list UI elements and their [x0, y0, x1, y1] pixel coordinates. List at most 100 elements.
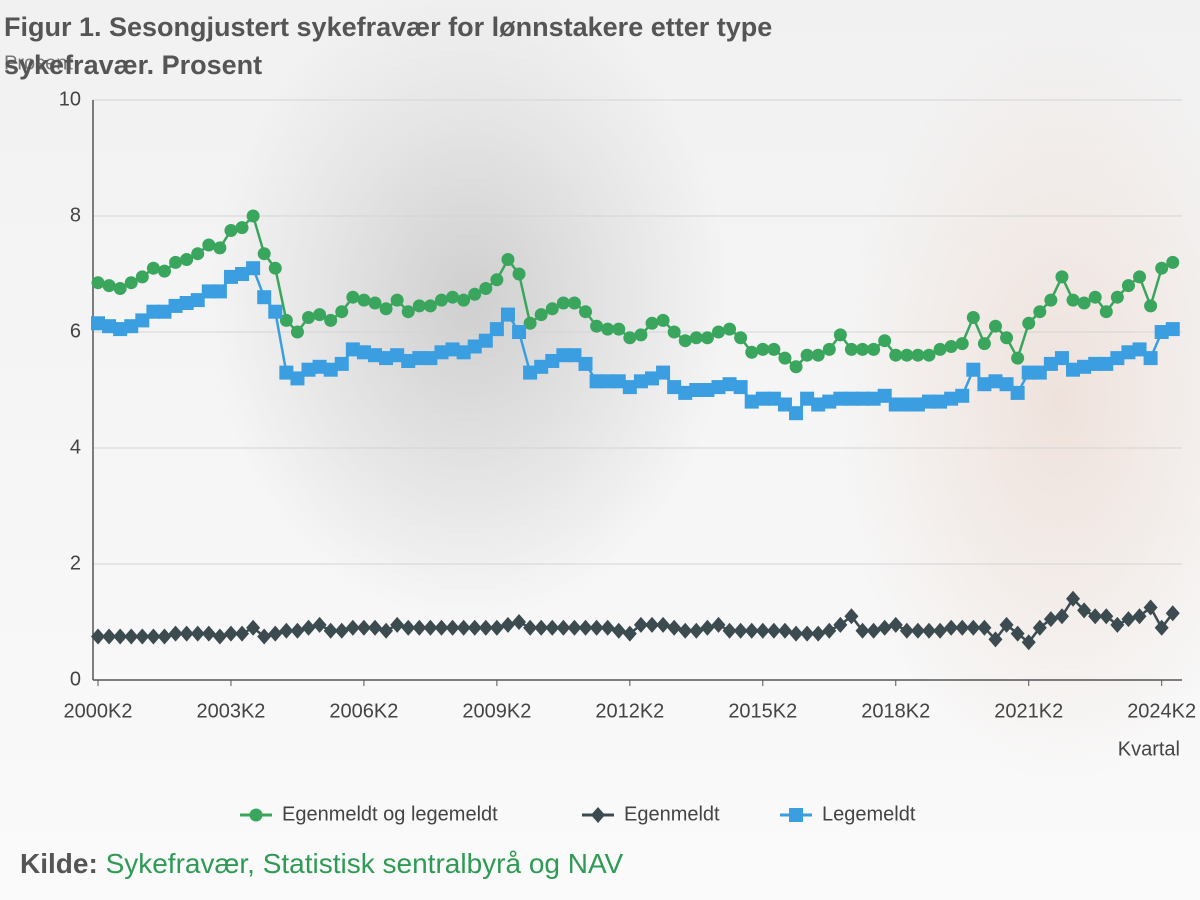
- point: [977, 337, 991, 351]
- point: [191, 247, 205, 261]
- point: [102, 319, 117, 334]
- point: [567, 348, 582, 363]
- point: [600, 374, 615, 389]
- point: [910, 622, 925, 639]
- point: [257, 290, 272, 305]
- point: [1043, 611, 1058, 628]
- point: [689, 622, 704, 639]
- point: [534, 359, 549, 374]
- point: [500, 307, 515, 322]
- x-tick-label: 2024K2: [1127, 700, 1196, 722]
- point: [844, 342, 858, 356]
- point: [523, 365, 538, 380]
- point: [423, 619, 438, 636]
- point: [523, 316, 537, 330]
- point: [1010, 385, 1025, 400]
- point: [201, 625, 216, 642]
- point: [135, 313, 150, 328]
- point: [467, 619, 482, 636]
- point: [534, 308, 548, 322]
- point: [866, 622, 881, 639]
- point: [489, 619, 504, 636]
- point: [312, 359, 327, 374]
- point: [1044, 293, 1058, 307]
- point: [312, 616, 327, 633]
- x-tick-label: 2021K2: [994, 700, 1063, 722]
- point: [1043, 356, 1058, 371]
- point: [401, 619, 416, 636]
- point: [345, 619, 360, 636]
- point: [412, 619, 427, 636]
- point: [889, 348, 903, 362]
- point: [1166, 255, 1180, 269]
- point: [246, 209, 260, 223]
- point: [778, 351, 792, 365]
- point: [468, 287, 482, 301]
- source: Kilde: Sykefravær, Statistisk sentralbyr…: [20, 848, 623, 880]
- point: [645, 316, 659, 330]
- point: [500, 616, 515, 633]
- point: [822, 394, 837, 409]
- point: [102, 628, 117, 645]
- point: [434, 619, 449, 636]
- point: [888, 616, 903, 633]
- point: [412, 351, 427, 366]
- point: [922, 394, 936, 409]
- point: [1143, 599, 1158, 616]
- point: [590, 319, 604, 333]
- point: [501, 253, 515, 266]
- point: [633, 374, 648, 389]
- point: [1165, 322, 1180, 337]
- point: [512, 267, 526, 281]
- point: [423, 351, 438, 366]
- point: [888, 397, 903, 412]
- point: [734, 331, 748, 345]
- point: [600, 619, 615, 636]
- point: [445, 619, 460, 636]
- y-tick-label: 4: [70, 436, 81, 458]
- point: [633, 616, 648, 633]
- point: [235, 625, 250, 642]
- point: [368, 296, 382, 310]
- point: [1054, 608, 1069, 625]
- source-text: Sykefravær, Statistisk sentralbyrå og NA…: [105, 848, 624, 879]
- point: [1011, 351, 1025, 365]
- point: [856, 342, 870, 356]
- y-tick-label: 6: [70, 320, 81, 342]
- point: [1099, 356, 1114, 371]
- point: [766, 391, 781, 406]
- point: [202, 238, 216, 252]
- point: [689, 331, 703, 345]
- point: [733, 380, 748, 395]
- point: [190, 625, 205, 642]
- point: [766, 622, 781, 639]
- point: [578, 356, 593, 371]
- legend-marker: [249, 808, 263, 822]
- x-tick-label: 2006K2: [329, 700, 398, 722]
- point: [179, 625, 194, 642]
- point: [368, 348, 382, 363]
- point: [1110, 290, 1124, 304]
- point: [446, 290, 460, 304]
- point: [356, 345, 371, 360]
- point: [290, 622, 305, 639]
- point: [268, 304, 283, 319]
- point: [811, 397, 826, 412]
- point: [313, 308, 327, 322]
- point: [357, 293, 371, 307]
- point: [91, 276, 105, 290]
- point: [789, 406, 804, 421]
- point: [323, 362, 338, 377]
- point: [944, 391, 959, 406]
- point: [545, 354, 560, 368]
- source-label: Kilde:: [20, 848, 98, 879]
- point: [146, 628, 161, 645]
- point: [1132, 608, 1147, 625]
- point: [744, 622, 759, 639]
- point: [168, 625, 183, 642]
- point: [1066, 362, 1081, 377]
- point: [789, 625, 804, 642]
- point: [490, 273, 504, 287]
- point: [1144, 299, 1158, 313]
- point: [1099, 305, 1113, 319]
